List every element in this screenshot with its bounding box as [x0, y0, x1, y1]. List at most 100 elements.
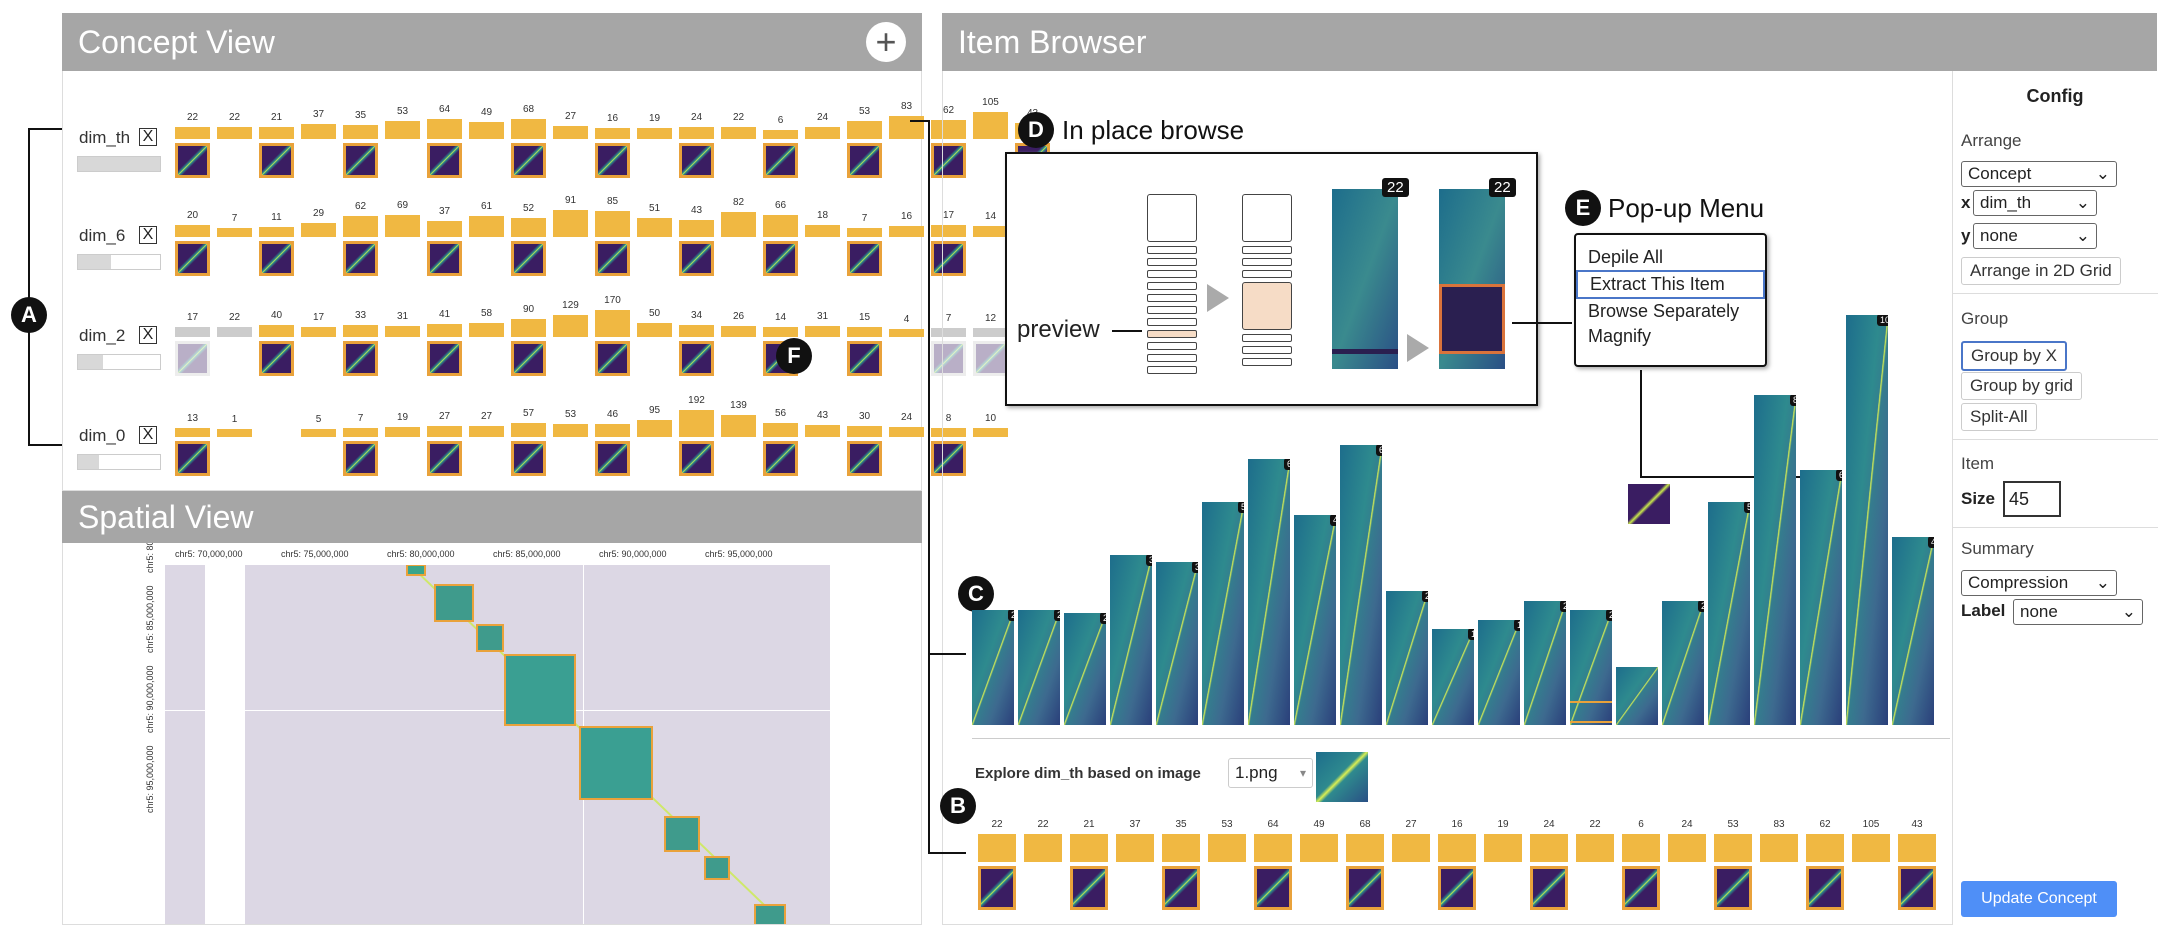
concept-bar[interactable]: 40: [259, 310, 294, 337]
y-select[interactable]: none ⌄: [1973, 223, 2097, 249]
concept-thumb[interactable]: [847, 241, 882, 276]
concept-bar[interactable]: 85: [595, 196, 630, 237]
concept-bar[interactable]: 10: [973, 413, 1008, 437]
concept-bar[interactable]: 69: [385, 200, 420, 237]
concept-thumb[interactable]: [931, 143, 966, 178]
concept-thumb[interactable]: [679, 441, 714, 476]
concept-bar[interactable]: 5: [301, 414, 336, 437]
concept-bar[interactable]: 26: [721, 311, 756, 337]
explore-bar[interactable]: 35: [1162, 819, 1200, 862]
concept-bar[interactable]: 139: [721, 400, 756, 437]
pile[interactable]: 16: [1432, 629, 1474, 725]
menu-browse-separately[interactable]: Browse Separately: [1588, 301, 1740, 321]
concept-thumb[interactable]: [679, 241, 714, 276]
concept-bar[interactable]: 15: [847, 312, 882, 337]
explore-bar[interactable]: 83: [1760, 819, 1798, 862]
concept-bar[interactable]: 22: [175, 112, 210, 139]
menu-depile-all[interactable]: Depile All: [1588, 247, 1664, 267]
explore-bar[interactable]: 37: [1116, 819, 1154, 862]
concept-bar[interactable]: 53: [385, 106, 420, 139]
explore-thumb[interactable]: [1438, 866, 1476, 910]
pile[interactable]: 24: [1524, 601, 1566, 725]
concept-bar[interactable]: 95: [637, 405, 672, 437]
concept-thumb[interactable]: [511, 441, 546, 476]
concept-thumb[interactable]: [931, 241, 966, 276]
concept-thumb[interactable]: [427, 341, 462, 376]
concept-bar[interactable]: 58: [469, 308, 504, 337]
concept-bar[interactable]: 192: [679, 395, 714, 437]
concept-bar[interactable]: 34: [679, 310, 714, 337]
explore-bar[interactable]: 43: [1898, 819, 1936, 862]
concept-thumb[interactable]: [763, 241, 798, 276]
concept-bar[interactable]: 14: [973, 211, 1008, 237]
label-select[interactable]: none ⌄: [2013, 599, 2143, 625]
concept-bar[interactable]: 24: [805, 112, 840, 139]
pile[interactable]: 53: [1708, 502, 1750, 725]
explore-bar[interactable]: 22: [978, 819, 1016, 862]
group-by-x-button[interactable]: Group by X: [1961, 341, 2067, 371]
concept-thumb[interactable]: [343, 241, 378, 276]
concept-bar[interactable]: 7: [847, 213, 882, 237]
concept-bar[interactable]: 62: [343, 201, 378, 237]
pile[interactable]: 43: [1892, 537, 1934, 725]
concept-bar[interactable]: 61: [469, 201, 504, 237]
pile[interactable]: 19: [1478, 620, 1520, 725]
explore-thumb[interactable]: [1714, 866, 1752, 910]
explore-bar[interactable]: 62: [1806, 819, 1844, 862]
concept-bar[interactable]: 56: [763, 408, 798, 437]
explore-bar[interactable]: 22: [1576, 819, 1614, 862]
x-select[interactable]: dim_th ⌄: [1973, 190, 2097, 216]
explore-bar[interactable]: 24: [1530, 819, 1568, 862]
concept-bar[interactable]: 14: [763, 312, 798, 337]
explore-bar[interactable]: 27: [1392, 819, 1430, 862]
concept-bar[interactable]: 17: [301, 312, 336, 337]
concept-bar[interactable]: 129: [553, 300, 588, 337]
concept-bar[interactable]: 82: [721, 197, 756, 237]
explore-thumb[interactable]: [1070, 866, 1108, 910]
concept-bar[interactable]: 57: [511, 408, 546, 437]
update-concept-button[interactable]: Update Concept: [1961, 881, 2117, 917]
explore-thumb[interactable]: [1898, 866, 1936, 910]
explore-thumb[interactable]: [1530, 866, 1568, 910]
concept-bar[interactable]: 27: [427, 411, 462, 437]
concept-bar[interactable]: 24: [679, 112, 714, 139]
concept-bar[interactable]: 12: [973, 313, 1008, 337]
concept-bar[interactable]: 30: [847, 411, 882, 437]
concept-thumb[interactable]: [763, 441, 798, 476]
remove-concept-button[interactable]: X: [139, 426, 157, 444]
pile[interactable]: 24: [1662, 601, 1704, 725]
pile[interactable]: 22: [972, 610, 1014, 725]
concept-bar[interactable]: 8: [931, 413, 966, 437]
concept-bar[interactable]: 22: [217, 312, 252, 337]
concept-thumb[interactable]: [175, 241, 210, 276]
concept-bar[interactable]: 20: [175, 210, 210, 237]
concept-bar[interactable]: 13: [175, 413, 210, 437]
concept-bar[interactable]: 49: [469, 107, 504, 139]
explore-image-select[interactable]: 1.png ▾: [1228, 758, 1313, 788]
explore-thumb[interactable]: [978, 866, 1016, 910]
concept-bar[interactable]: 24: [889, 412, 924, 437]
concept-thumb[interactable]: [259, 241, 294, 276]
explore-bar[interactable]: 105: [1852, 819, 1890, 862]
concept-bar[interactable]: 64: [427, 104, 462, 139]
concept-thumb[interactable]: [511, 241, 546, 276]
concept-bar[interactable]: 37: [427, 206, 462, 237]
concept-thumb[interactable]: [931, 441, 966, 476]
explore-bar[interactable]: 24: [1668, 819, 1706, 862]
concept-bar[interactable]: 16: [889, 211, 924, 237]
concept-thumb[interactable]: [679, 143, 714, 178]
pile[interactable]: 21: [1064, 613, 1106, 725]
concept-bar[interactable]: 53: [847, 106, 882, 139]
pile[interactable]: 37: [1110, 555, 1152, 725]
concept-thumb[interactable]: [343, 441, 378, 476]
concept-thumb[interactable]: [427, 441, 462, 476]
pile[interactable]: [1616, 667, 1658, 725]
pile[interactable]: 22: [1570, 610, 1612, 725]
concept-bar[interactable]: 53: [553, 409, 588, 437]
concept-thumb[interactable]: [427, 143, 462, 178]
concept-bar[interactable]: 11: [259, 212, 294, 237]
concept-thumb[interactable]: [175, 441, 210, 476]
explore-bar[interactable]: 22: [1024, 819, 1062, 862]
split-all-button[interactable]: Split-All: [1961, 403, 2037, 431]
concept-bar[interactable]: 43: [679, 205, 714, 237]
